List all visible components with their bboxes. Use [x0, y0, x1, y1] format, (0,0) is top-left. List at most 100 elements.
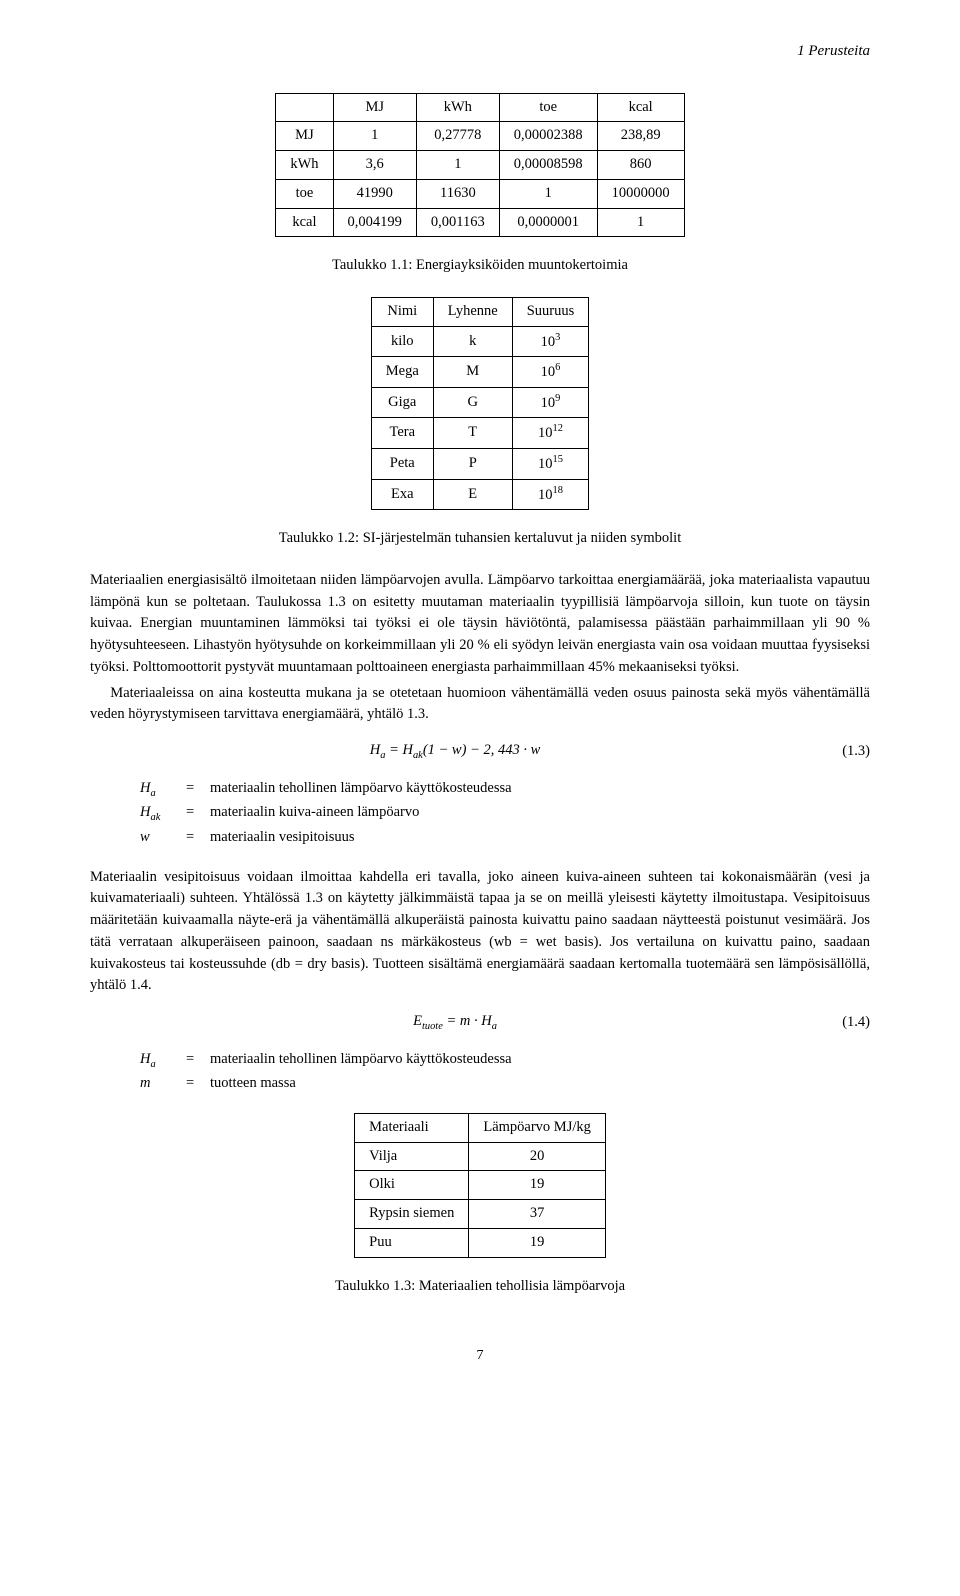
table-cell: 20	[469, 1142, 606, 1171]
table-cell: 238,89	[597, 122, 684, 151]
table-cell: 106	[512, 357, 589, 388]
table-cell: Giga	[371, 387, 433, 418]
equation-number: (1.3)	[820, 741, 870, 763]
table-caption: Taulukko 1.2: SI-järjestelmän tuhansien …	[90, 528, 870, 550]
table-cell: kWh	[276, 151, 333, 180]
variable-row: Hak = materiaalin kuiva-aineen lämpöarvo	[140, 802, 870, 826]
table-cell: Vilja	[355, 1142, 469, 1171]
equation-number: (1.4)	[820, 1012, 870, 1034]
equals-sign: =	[186, 802, 210, 826]
equation-body: Ha = Hak(1 − w) − 2, 443 · w	[90, 740, 820, 764]
table-header-cell: Lyhenne	[433, 298, 512, 327]
table-header-cell: MJ	[333, 93, 416, 122]
table-header-cell: Lämpöarvo MJ/kg	[469, 1113, 606, 1142]
table-cell: k	[433, 326, 512, 357]
table-cell: 11630	[416, 179, 499, 208]
table-cell: 0,001163	[416, 208, 499, 237]
table-cell: G	[433, 387, 512, 418]
paragraph: Materiaalien energiasisältö ilmoitetaan …	[90, 570, 870, 679]
table-cell: 109	[512, 387, 589, 418]
chapter-header: 1 Perusteita	[90, 40, 870, 63]
variable-description: materiaalin kuiva-aineen lämpöarvo	[210, 802, 870, 826]
variable-description: tuotteen massa	[210, 1073, 870, 1095]
table-header-cell: Materiaali	[355, 1113, 469, 1142]
table-cell: 1	[499, 179, 597, 208]
table-cell: toe	[276, 179, 333, 208]
table-cell: 0,00002388	[499, 122, 597, 151]
table-header-cell: kcal	[597, 93, 684, 122]
table-cell: M	[433, 357, 512, 388]
table-cell: 1	[333, 122, 416, 151]
table-row: MJ 1 0,27778 0,00002388 238,89	[276, 122, 684, 151]
table-header-cell: kWh	[416, 93, 499, 122]
table-cell: 860	[597, 151, 684, 180]
equation: Ha = Hak(1 − w) − 2, 443 · w (1.3)	[90, 740, 870, 764]
table-cell: 0,004199	[333, 208, 416, 237]
variable-list: Ha = materiaalin tehollinen lämpöarvo kä…	[140, 1049, 870, 1095]
equation-body: Etuote = m · Ha	[90, 1011, 820, 1035]
table-cell: P	[433, 449, 512, 480]
equation: Etuote = m · Ha (1.4)	[90, 1011, 870, 1035]
table-cell: MJ	[276, 122, 333, 151]
page-number: 7	[90, 1345, 870, 1366]
equals-sign: =	[186, 778, 210, 802]
table-cell: 1018	[512, 479, 589, 510]
variable-symbol: Ha	[140, 1049, 186, 1073]
table-cell: 19	[469, 1171, 606, 1200]
variable-description: materiaalin tehollinen lämpöarvo käyttök…	[210, 1049, 870, 1073]
table-row: Giga G 109	[371, 387, 589, 418]
table-cell: 3,6	[333, 151, 416, 180]
table-row: Rypsin siemen 37	[355, 1200, 606, 1229]
table-row: kWh 3,6 1 0,00008598 860	[276, 151, 684, 180]
table-cell: 0,27778	[416, 122, 499, 151]
paragraph: Materiaalin vesipitoisuus voidaan ilmoit…	[90, 867, 870, 998]
table-cell: E	[433, 479, 512, 510]
table-si-prefixes: Nimi Lyhenne Suuruus kilo k 103 Mega M 1…	[371, 297, 590, 510]
table-cell: 1	[416, 151, 499, 180]
table-row: Tera T 1012	[371, 418, 589, 449]
table-caption: Taulukko 1.1: Energiayksiköiden muuntoke…	[90, 255, 870, 277]
variable-row: m = tuotteen massa	[140, 1073, 870, 1095]
equals-sign: =	[186, 1073, 210, 1095]
table-energy-units: MJ kWh toe kcal MJ 1 0,27778 0,00002388 …	[275, 93, 684, 238]
table-cell: Exa	[371, 479, 433, 510]
table-row: Puu 19	[355, 1228, 606, 1257]
table-cell: Tera	[371, 418, 433, 449]
table-cell: Puu	[355, 1228, 469, 1257]
table-header-cell: Nimi	[371, 298, 433, 327]
table-cell: T	[433, 418, 512, 449]
table-caption: Taulukko 1.3: Materiaalien tehollisia lä…	[90, 1276, 870, 1298]
variable-description: materiaalin vesipitoisuus	[210, 827, 870, 849]
table-cell: Rypsin siemen	[355, 1200, 469, 1229]
table-heating-values: Materiaali Lämpöarvo MJ/kg Vilja 20 Olki…	[354, 1113, 606, 1258]
table-cell: 41990	[333, 179, 416, 208]
variable-symbol: Hak	[140, 802, 186, 826]
table-cell: 1012	[512, 418, 589, 449]
table-row: Peta P 1015	[371, 449, 589, 480]
table-cell: Mega	[371, 357, 433, 388]
variable-row: Ha = materiaalin tehollinen lämpöarvo kä…	[140, 1049, 870, 1073]
table-cell: 10000000	[597, 179, 684, 208]
equals-sign: =	[186, 827, 210, 849]
variable-symbol: m	[140, 1073, 186, 1095]
table-header-cell: Suuruus	[512, 298, 589, 327]
table-cell: Peta	[371, 449, 433, 480]
variable-symbol: w	[140, 827, 186, 849]
variable-symbol: Ha	[140, 778, 186, 802]
table-cell: 19	[469, 1228, 606, 1257]
variable-description: materiaalin tehollinen lämpöarvo käyttök…	[210, 778, 870, 802]
table-header-cell	[276, 93, 333, 122]
table-header-cell: toe	[499, 93, 597, 122]
table-cell: 1015	[512, 449, 589, 480]
variable-list: Ha = materiaalin tehollinen lämpöarvo kä…	[140, 778, 870, 849]
table-cell: 37	[469, 1200, 606, 1229]
variable-row: w = materiaalin vesipitoisuus	[140, 827, 870, 849]
paragraph: Materiaaleissa on aina kosteutta mukana …	[90, 683, 870, 727]
table-cell: kcal	[276, 208, 333, 237]
table-cell: 0,00008598	[499, 151, 597, 180]
table-row: kcal 0,004199 0,001163 0,0000001 1	[276, 208, 684, 237]
table-cell: 103	[512, 326, 589, 357]
table-cell: Olki	[355, 1171, 469, 1200]
table-row: Exa E 1018	[371, 479, 589, 510]
table-cell: 0,0000001	[499, 208, 597, 237]
